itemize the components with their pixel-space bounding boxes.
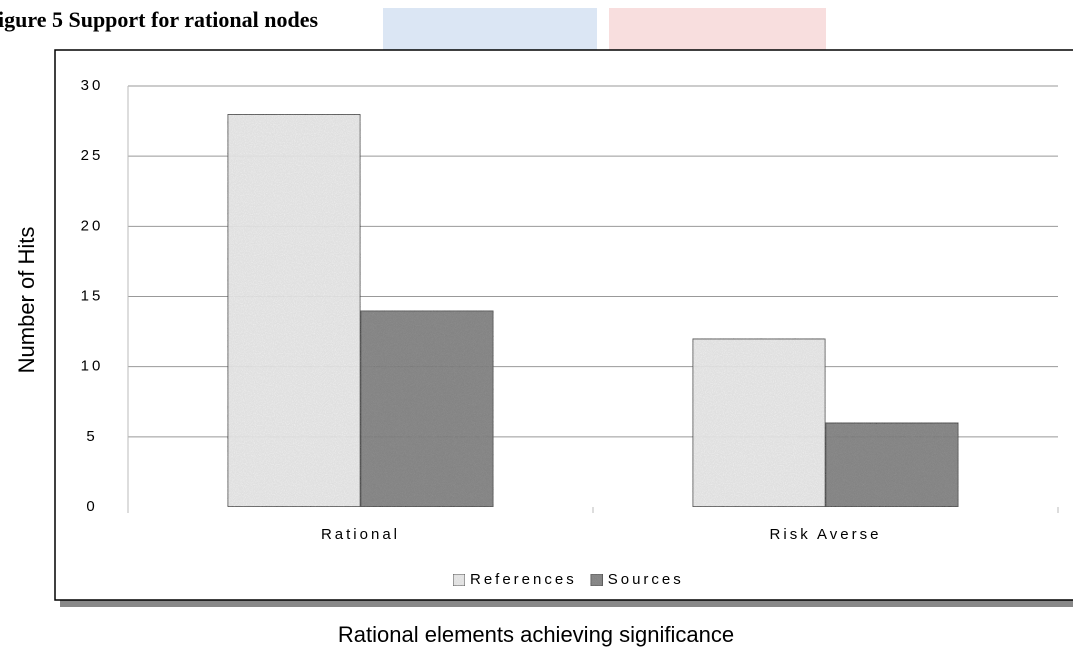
decor-pink	[609, 8, 826, 52]
y-tick-label: 15	[81, 287, 104, 304]
legend-label: Sources	[608, 571, 684, 588]
y-tick-label: 20	[81, 217, 104, 234]
legend-swatch	[452, 573, 466, 587]
y-axis-label: Number of Hits	[14, 227, 39, 374]
chart-frame	[54, 49, 1073, 601]
x-tick-label: Rational	[321, 526, 400, 543]
x-tick-label: Risk Averse	[770, 526, 882, 543]
y-tick-label: 5	[86, 428, 97, 445]
x-axis-label: Rational elements achieving significance	[338, 622, 734, 647]
y-tick-label: 25	[81, 147, 104, 164]
bar	[226, 113, 362, 508]
bar	[359, 309, 495, 508]
chart-title: igure 5 Support for rational nodes	[0, 7, 318, 32]
bar	[691, 337, 827, 508]
y-tick-label: 30	[81, 77, 104, 94]
legend-swatch	[590, 573, 604, 587]
y-tick-label: 0	[86, 498, 97, 515]
decor-blue	[383, 8, 597, 52]
y-tick-label: 10	[81, 358, 104, 375]
legend-label: References	[470, 571, 577, 588]
bar	[824, 422, 960, 508]
